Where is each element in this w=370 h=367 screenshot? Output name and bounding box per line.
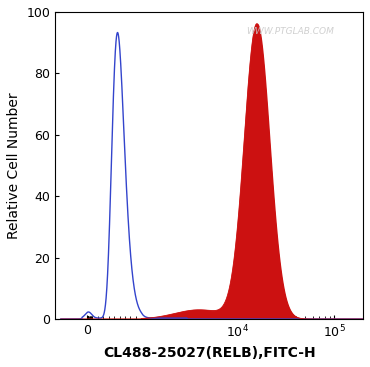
Y-axis label: Relative Cell Number: Relative Cell Number <box>7 92 21 239</box>
X-axis label: CL488-25027(RELB),FITC-H: CL488-25027(RELB),FITC-H <box>103 346 316 360</box>
Text: WWW.PTGLAB.COM: WWW.PTGLAB.COM <box>246 27 334 36</box>
